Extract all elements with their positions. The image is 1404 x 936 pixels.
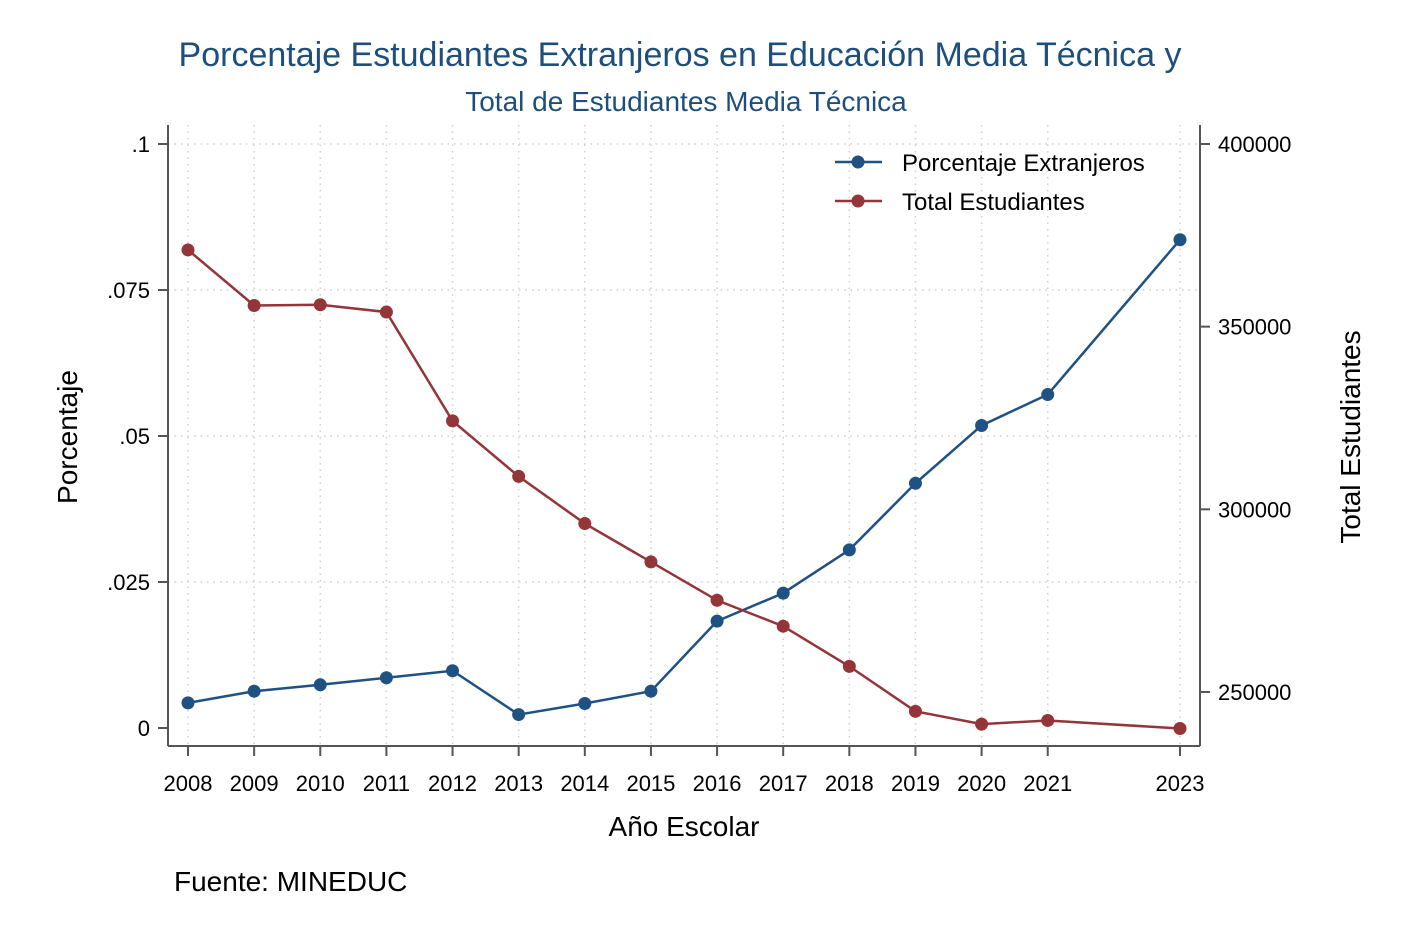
data-point — [247, 684, 261, 698]
tick-labels: 0 .025 .05 .075 .1 250000 300000 350000 400000 20… — [107, 132, 1291, 796]
x-tick-label: 2011 — [363, 771, 410, 796]
data-point — [710, 614, 724, 628]
x-tick-label: 2014 — [560, 771, 609, 796]
data-point — [1041, 713, 1055, 727]
x-tick-label: 2015 — [626, 771, 675, 796]
data-point — [710, 593, 724, 607]
x-tick-label: 2016 — [693, 771, 742, 796]
data-point — [1173, 722, 1187, 735]
data-point — [908, 476, 922, 490]
data-point — [776, 586, 790, 600]
x-tick-label: 2023 — [1156, 771, 1205, 796]
x-tick-label: 2018 — [825, 771, 874, 796]
y-left-tick-label: .075 — [107, 278, 150, 303]
data-point — [313, 298, 327, 312]
series-0 — [181, 233, 1187, 722]
data-point — [578, 696, 592, 710]
legend-item: Porcentaje Extranjeros — [835, 150, 1145, 177]
data-point — [1173, 233, 1187, 247]
chart-title: Porcentaje Estudiantes Extranjeros en Ed… — [179, 36, 1182, 74]
y-right-tick-label: 250000 — [1218, 680, 1291, 705]
y-left-tick-label: .1 — [132, 132, 150, 157]
y-left-tick-label: .05 — [119, 424, 150, 449]
source-note: Fuente: MINEDUC — [174, 866, 407, 897]
series-line — [187, 238, 1181, 716]
y-right-tick-label: 350000 — [1218, 315, 1291, 340]
x-tick-label: 2009 — [230, 771, 279, 796]
legend-label: Total Estudiantes — [902, 189, 1085, 216]
data-point — [379, 671, 393, 685]
x-tick-label: 2017 — [759, 771, 808, 796]
y-left-tick-label: .025 — [107, 570, 150, 595]
data-point — [181, 696, 195, 710]
data-point — [247, 298, 261, 312]
x-tick-label: 2012 — [428, 771, 477, 796]
x-tick-label: 2013 — [494, 771, 543, 796]
data-point — [842, 659, 856, 673]
legend-swatch-marker — [851, 194, 865, 208]
x-tick-label: 2010 — [296, 771, 345, 796]
legend-label: Porcentaje Extranjeros — [902, 150, 1145, 177]
legend-item: Total Estudiantes — [835, 189, 1085, 216]
data-point — [644, 555, 658, 569]
data-point — [975, 717, 989, 731]
y-axis-left-title: Porcentaje — [52, 370, 83, 504]
data-point — [512, 708, 526, 722]
y-right-tick-label: 300000 — [1218, 497, 1291, 522]
data-point — [975, 418, 989, 432]
data-point — [1041, 388, 1055, 402]
data-point — [181, 243, 195, 257]
data-point — [842, 543, 856, 557]
data-point — [446, 414, 460, 428]
data-point — [446, 664, 460, 678]
axes — [158, 125, 1210, 756]
data-point — [908, 704, 922, 718]
x-tick-label: 2019 — [891, 771, 940, 796]
y-axis-right-title: Total Estudiantes — [1335, 330, 1366, 543]
data-point — [776, 619, 790, 633]
chart-subtitle: Total de Estudiantes Media Técnica — [465, 86, 907, 117]
y-right-tick-label: 400000 — [1218, 132, 1291, 157]
data-point — [512, 469, 526, 483]
series-layer — [181, 233, 1187, 735]
data-point — [313, 678, 327, 692]
legend-swatch-marker — [851, 155, 865, 169]
series-1 — [181, 243, 1187, 735]
gridlines — [168, 125, 1200, 746]
y-left-tick-label: 0 — [138, 716, 150, 741]
data-point — [578, 517, 592, 531]
data-point — [644, 684, 658, 698]
x-tick-label: 2008 — [164, 771, 213, 796]
x-tick-label: 2020 — [957, 771, 1006, 796]
data-point — [379, 305, 393, 319]
x-axis-title: Año Escolar — [609, 811, 760, 842]
x-tick-label: 2021 — [1023, 771, 1072, 796]
legend: Porcentaje Extranjeros Total Estudiantes — [835, 150, 1145, 216]
